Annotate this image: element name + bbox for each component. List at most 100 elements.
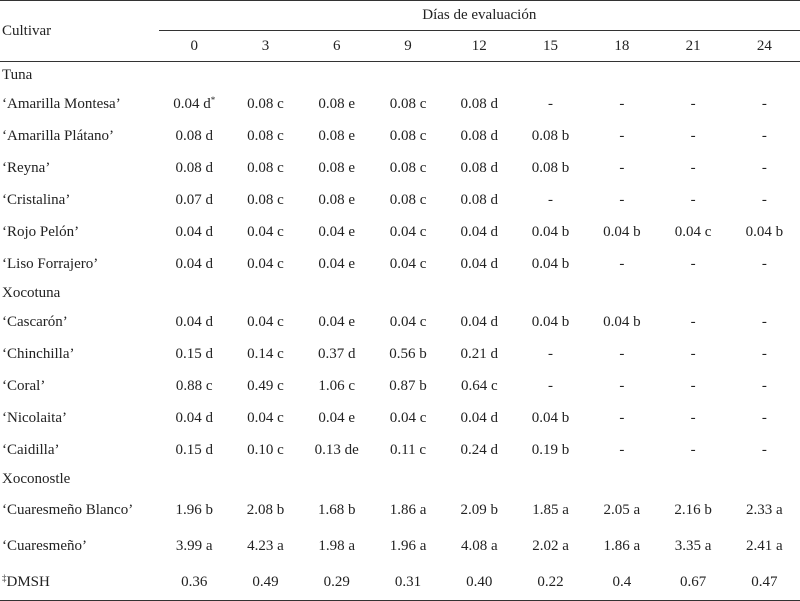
cell-value: 0.49 c — [247, 377, 284, 394]
group-row: Xoconostle — [0, 466, 800, 492]
cell-value: 0.64 c — [460, 377, 498, 394]
cell-value: 0.11 c — [389, 441, 427, 458]
cell-value: - — [690, 191, 696, 208]
cultivar-name: ‘Reyna’ — [2, 159, 51, 176]
value-cell: 0.04 d* — [159, 88, 230, 120]
value-cell: 0.64 c — [444, 370, 515, 402]
cultivar-name: ‘Amarilla Montesa’ — [2, 95, 121, 112]
value-cell: 0.04 c — [657, 216, 728, 248]
value-cell: - — [657, 338, 728, 370]
value-cell: 2.05 a — [586, 492, 657, 528]
value-cell: - — [729, 184, 800, 216]
cell-value: 0.08 c — [389, 127, 427, 144]
cell-value: 0.04 e — [318, 223, 356, 240]
cell-value: 0.19 b — [531, 441, 570, 458]
value-cell: 0.04 c — [372, 248, 443, 280]
table-body: Tuna ‘Amarilla Montesa’ 0.04 d* 0.08 c 0.08 … — [0, 62, 800, 601]
value-cell: 0.04 c — [230, 402, 301, 434]
cell-value: 0.87 b — [389, 377, 427, 394]
cell-value: 0.04 d — [175, 409, 213, 426]
cell-value: - — [619, 191, 625, 208]
cell-value: - — [548, 377, 554, 394]
value-cell: 0.04 d — [444, 248, 515, 280]
cell-value: - — [761, 95, 767, 112]
value-cell: 0.04 d — [159, 402, 230, 434]
cell-value: 1.06 c — [318, 377, 356, 394]
table-row: ‘Chinchilla’ 0.15 d 0.14 c 0.37 d 0.56 b 0.21… — [0, 338, 800, 370]
value-cell: - — [657, 306, 728, 338]
cell-value: 0.08 c — [389, 159, 427, 176]
value-cell: 0.08 d — [444, 88, 515, 120]
value-cell: 0.08 c — [372, 120, 443, 152]
value-cell: - — [729, 306, 800, 338]
cell-value: 0.56 b — [389, 345, 427, 362]
value-cell: 0.49 c — [230, 370, 301, 402]
cell-value: - — [761, 377, 767, 394]
value-cell: - — [515, 370, 586, 402]
table-row: ‘Cristalina’ 0.07 d 0.08 c 0.08 e 0.08 c 0.08… — [0, 184, 800, 216]
cell-value: 0.04 c — [674, 223, 712, 240]
value-cell: 3.35 a — [657, 528, 728, 564]
cell-value: 2.41 a — [746, 537, 783, 554]
value-cell: 1.86 a — [586, 528, 657, 564]
day-header: 21 — [685, 37, 701, 54]
day-header: 24 — [756, 37, 772, 54]
cell-value: 0.08 d — [460, 127, 499, 144]
value-cell: 0.88 c — [159, 370, 230, 402]
cell-value: 3.99 a — [175, 537, 213, 554]
cell-value: 0.14 c — [247, 345, 284, 362]
cell-value: 0.15 d — [175, 441, 213, 458]
cell-value: 1.68 b — [318, 501, 356, 518]
cell-value: 1.85 a — [532, 501, 569, 518]
dmsh-value: 0.29 — [323, 573, 350, 590]
value-cell: 0.11 c — [372, 434, 443, 466]
cell-value: 0.13 de — [314, 441, 359, 458]
value-cell: 0.08 b — [515, 120, 586, 152]
value-cell: 1.68 b — [301, 492, 372, 528]
value-cell: - — [729, 402, 800, 434]
cell-value: 0.04 c — [247, 313, 284, 330]
day-header: 0 — [190, 37, 198, 54]
cell-value: 4.23 a — [247, 537, 284, 554]
cultivar-name: ‘Cascarón’ — [2, 313, 68, 330]
days-header: Días de evaluación — [158, 0, 800, 31]
cell-value: 0.08 c — [247, 159, 284, 176]
cell-value: 3.35 a — [674, 537, 712, 554]
value-cell: 0.14 c — [230, 338, 301, 370]
value-cell: - — [729, 88, 800, 120]
value-cell: 0.04 c — [372, 306, 443, 338]
cell-value: 0.08 d — [460, 95, 499, 112]
dmsh-value: 0.4 — [612, 573, 632, 590]
cell-value: - — [761, 345, 767, 362]
value-cell: 0.04 e — [301, 306, 372, 338]
value-cell: 0.04 e — [301, 402, 372, 434]
value-cell: 2.33 a — [729, 492, 800, 528]
table-row: ‘Caidilla’ 0.15 d 0.10 c 0.13 de 0.11 c 0.24 … — [0, 434, 800, 466]
value-cell: 0.08 c — [230, 120, 301, 152]
value-cell: - — [657, 120, 728, 152]
value-cell: - — [729, 370, 800, 402]
cell-value: - — [761, 127, 767, 144]
cell-value: 0.04 c — [389, 223, 427, 240]
value-cell: 0.87 b — [372, 370, 443, 402]
table-row: ‘Cuaresmeño’ 3.99 a 4.23 a 1.98 a 1.96 a 4.08… — [0, 528, 800, 564]
cell-value: 0.08 c — [247, 127, 284, 144]
cell-value: 0.08 d — [175, 159, 213, 176]
value-cell: - — [657, 248, 728, 280]
day-header: 3 — [261, 37, 270, 54]
cell-value: - — [619, 441, 625, 458]
cell-value: - — [619, 409, 625, 426]
value-cell: 0.15 d — [159, 434, 230, 466]
cell-value: 0.08 b — [531, 127, 570, 144]
table-row: ‘Reyna’ 0.08 d 0.08 c 0.08 e 0.08 c 0.08 d 0.0… — [0, 152, 800, 184]
value-cell: 0.07 d — [159, 184, 230, 216]
value-cell: 0.08 c — [230, 88, 301, 120]
value-cell: 1.98 a — [301, 528, 372, 564]
cell-value: 0.08 e — [318, 159, 356, 176]
dmsh-label-cell: ‡DMSH — [0, 564, 159, 601]
cell-value: 0.04 d — [460, 409, 499, 426]
cultivar-name: ‘Cuaresmeño Blanco’ — [2, 501, 134, 518]
cell-value: 0.04 b — [531, 255, 570, 272]
cell-value: 4.08 a — [460, 537, 498, 554]
